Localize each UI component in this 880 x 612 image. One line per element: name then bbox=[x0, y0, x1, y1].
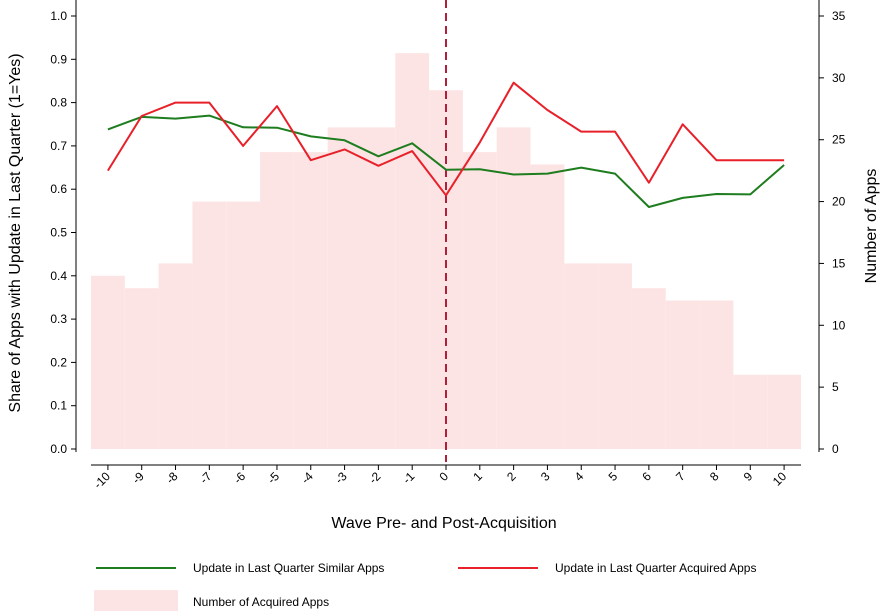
x-tick-label: 5 bbox=[606, 469, 621, 484]
y2-tick-label: 5 bbox=[832, 380, 839, 394]
x-tick-label: 9 bbox=[741, 469, 756, 484]
legend: Update in Last Quarter Similar Apps Upda… bbox=[94, 561, 756, 611]
bar-wave-7 bbox=[666, 301, 700, 449]
bar-wave--10 bbox=[91, 276, 125, 449]
x-tick-label: 6 bbox=[639, 469, 654, 484]
bar-wave-2 bbox=[497, 127, 531, 449]
x-tick-label: -8 bbox=[163, 469, 181, 487]
legend-label-similar: Update in Last Quarter Similar Apps bbox=[193, 561, 384, 575]
y2-axis-title: Number of Apps bbox=[863, 169, 880, 284]
bar-wave--4 bbox=[294, 152, 328, 449]
bar-wave--2 bbox=[361, 127, 395, 449]
y-tick-label: 1.0 bbox=[50, 9, 67, 23]
x-tick-label: -1 bbox=[400, 469, 418, 487]
y2-tick-label: 35 bbox=[832, 9, 846, 23]
legend-label-bars: Number of Acquired Apps bbox=[193, 595, 329, 609]
y2-tick-label: 0 bbox=[832, 442, 839, 456]
x-tick-label: 1 bbox=[470, 469, 485, 484]
x-tick-label: -9 bbox=[129, 469, 147, 487]
x-tick-label: 4 bbox=[572, 469, 587, 484]
bar-wave-5 bbox=[598, 263, 632, 449]
y-tick-label: 0.5 bbox=[50, 226, 67, 240]
y-tick-label: 0.7 bbox=[50, 139, 67, 153]
bar-wave-9 bbox=[733, 375, 767, 449]
x-tick-label: -6 bbox=[231, 469, 249, 487]
y2-tick-label: 15 bbox=[832, 256, 846, 270]
bar-wave--5 bbox=[260, 152, 294, 449]
x-tick-label: 10 bbox=[770, 469, 790, 489]
y-axis-title: Share of Apps with Update in Last Quarte… bbox=[7, 53, 24, 412]
x-tick-label: 8 bbox=[707, 469, 722, 484]
y-tick-label: 0.1 bbox=[50, 399, 67, 413]
bar-wave-4 bbox=[564, 263, 598, 449]
x-tick-label: -4 bbox=[298, 469, 316, 487]
x-tick-label: 2 bbox=[504, 469, 519, 484]
y-tick-label: 0.3 bbox=[50, 312, 67, 326]
legend-swatch-bars bbox=[94, 590, 178, 611]
x-tick-label: -3 bbox=[332, 469, 350, 487]
bar-wave-8 bbox=[700, 301, 734, 449]
y2-tick-label: 10 bbox=[832, 318, 846, 332]
x-axis-title: Wave Pre- and Post-Acquisition bbox=[331, 515, 556, 532]
bar-wave--8 bbox=[159, 263, 193, 449]
bar-wave--1 bbox=[395, 53, 429, 449]
y-tick-label: 0.2 bbox=[50, 355, 67, 369]
y-tick-label: 0.4 bbox=[50, 269, 67, 283]
bar-wave-6 bbox=[632, 288, 666, 449]
x-tick-label: 7 bbox=[673, 469, 688, 484]
y2-tick-label: 25 bbox=[832, 133, 846, 147]
bar-wave-3 bbox=[531, 164, 565, 449]
bar-wave--9 bbox=[125, 288, 159, 449]
x-tick-label: -2 bbox=[366, 469, 384, 487]
bar-wave--7 bbox=[192, 202, 226, 449]
x-tick-label: 0 bbox=[436, 469, 451, 484]
bar-wave--6 bbox=[226, 202, 260, 449]
bar-wave-1 bbox=[463, 152, 497, 449]
y2-tick-label: 20 bbox=[832, 195, 846, 209]
y-tick-label: 0.9 bbox=[50, 52, 67, 66]
bar-wave--3 bbox=[328, 127, 362, 449]
y-tick-label: 0.6 bbox=[50, 182, 67, 196]
y-tick-label: 0.8 bbox=[50, 96, 67, 110]
y2-tick-label: 30 bbox=[832, 71, 846, 85]
x-tick-label: 3 bbox=[538, 469, 553, 484]
x-tick-label: -10 bbox=[91, 469, 113, 491]
bar-wave-10 bbox=[767, 375, 801, 449]
x-tick-label: -5 bbox=[265, 469, 283, 487]
x-tick-label: -7 bbox=[197, 469, 215, 487]
legend-label-acquired: Update in Last Quarter Acquired Apps bbox=[555, 561, 756, 575]
y-tick-label: 0.0 bbox=[50, 442, 67, 456]
